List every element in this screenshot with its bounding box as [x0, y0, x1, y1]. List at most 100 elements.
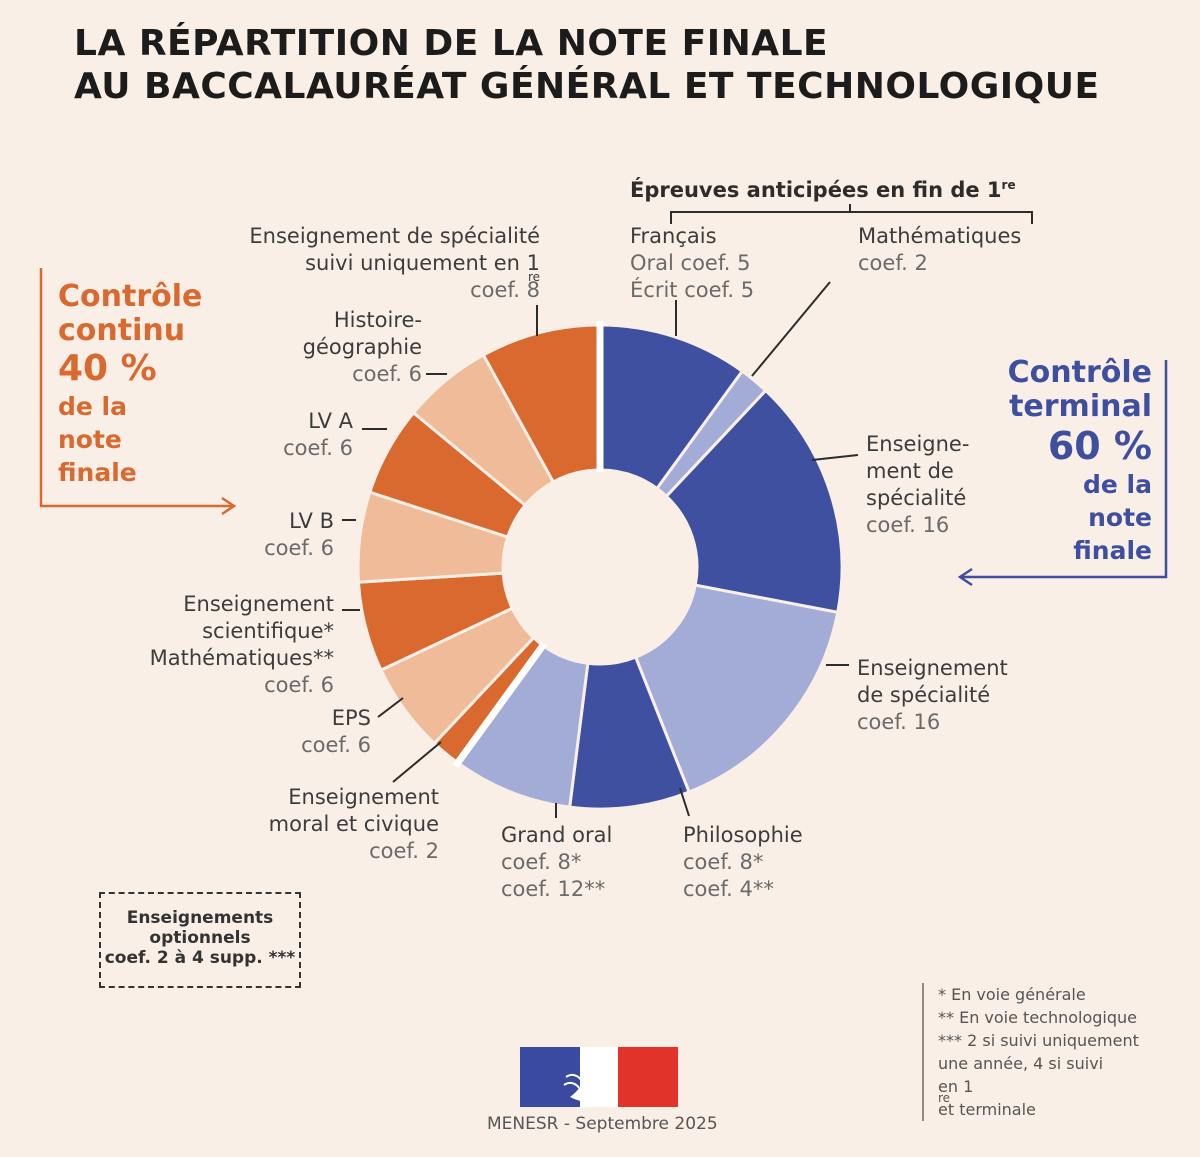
- cc-line1: Contrôle: [58, 279, 203, 314]
- label-coef: coef. 16: [866, 513, 950, 537]
- label-lv-b: LV B coef. 6: [264, 508, 334, 562]
- label-line: scientifique*: [202, 619, 334, 643]
- label-coef: coef. 2: [369, 839, 439, 863]
- label-coef: coef. 4**: [683, 877, 774, 901]
- anticipated-heading-text: Épreuves anticipées en fin de 1: [630, 178, 1002, 202]
- leader-spe1: [811, 454, 859, 461]
- label-eps: EPS coef. 6: [301, 705, 371, 759]
- ct-line1: Contrôle: [1007, 355, 1152, 390]
- anticipated-bracket: [670, 204, 1033, 224]
- leader-maths: [751, 281, 831, 377]
- leader-lines: [342, 204, 1033, 818]
- page-title: LA RÉPARTITION DE LA NOTE FINALE AU BACC…: [74, 22, 1100, 108]
- label-line: Histoire-: [333, 308, 422, 332]
- footnote: *** 2 si suivi uniquement: [938, 1031, 1139, 1050]
- label-coef: coef. 6: [301, 733, 371, 757]
- title-line-2: AU BACCALAURÉAT GÉNÉRAL ET TECHNOLOGIQUE: [74, 66, 1100, 107]
- cc-line3: de la: [58, 392, 127, 421]
- label-specialite-terminale-2: Enseignement de spécialité coef. 16: [857, 655, 1008, 736]
- label-emc: Enseignement moral et civique coef. 2: [269, 784, 439, 865]
- republique-francaise-logo: [520, 1047, 678, 1107]
- label-coef: coef. 6: [264, 673, 334, 697]
- label-name: LV A: [308, 409, 353, 433]
- footnote: ** En voie technologique: [938, 1008, 1138, 1027]
- footnote: en 1 re et terminale: [938, 1075, 1139, 1121]
- label-coef: coef. 2: [858, 251, 928, 275]
- label-line: Enseignement: [857, 656, 1008, 680]
- label-line: moral et civique: [268, 812, 439, 836]
- label-line: suivi uniquement en 1 re: [249, 250, 540, 283]
- cc-line2: continu: [58, 313, 186, 348]
- sup-re: re: [1001, 178, 1016, 192]
- label-name: Mathématiques: [858, 224, 1022, 248]
- label-specialite-1re: Enseignement de spécialité suivi uniquem…: [249, 223, 540, 304]
- label-francais: Français Oral coef. 5 Écrit coef. 5: [630, 223, 754, 304]
- ct-line2: terminal: [1009, 389, 1152, 424]
- flag-red-band: [618, 1047, 678, 1107]
- label-name: LV B: [289, 509, 334, 533]
- label-name: Grand oral: [501, 823, 613, 847]
- ct-line5: finale: [1073, 536, 1152, 565]
- footnote-text: et terminale: [938, 1100, 1036, 1119]
- label-coef: coef. 6: [264, 536, 334, 560]
- cc-line5: finale: [58, 458, 137, 487]
- label-line: ment de: [866, 459, 954, 483]
- label-coef: coef. 12**: [501, 877, 606, 901]
- controle-continu-callout: Contrôle continu 40 % de la note finale: [58, 280, 202, 489]
- footnote: une année, 4 si suivi: [938, 1054, 1104, 1073]
- cc-line4: note: [58, 425, 122, 454]
- label-line: Enseignement: [183, 592, 334, 616]
- label-line: Enseignement: [288, 785, 439, 809]
- label-histoire-geographie: Histoire- géographie coef. 6: [303, 307, 422, 388]
- arrow-controle-continu: [39, 268, 237, 516]
- label-coef: coef. 8*: [501, 850, 582, 874]
- anticipated-tests-heading: Épreuves anticipées en fin de 1re: [630, 178, 1016, 202]
- label-line: Enseigne-: [866, 432, 970, 456]
- leader-emc: [392, 741, 442, 783]
- title-line-1: LA RÉPARTITION DE LA NOTE FINALE: [74, 23, 829, 64]
- label-name: Philosophie: [683, 823, 803, 847]
- label-coef: coef. 8: [470, 278, 540, 302]
- ct-line3: de la: [1083, 470, 1152, 499]
- donut-slices: [356, 321, 844, 811]
- label-grand-oral: Grand oral coef. 8* coef. 12**: [501, 822, 612, 903]
- label-name: Français: [630, 224, 717, 248]
- label-maths-anticipated: Mathématiques coef. 2: [858, 223, 1021, 277]
- footnote: * En voie générale: [938, 985, 1086, 1004]
- footnote-text: en 1: [938, 1077, 974, 1096]
- marianne-silhouette: [570, 1051, 614, 1103]
- optional-courses-box: Enseignements optionnels coef. 2 à 4 sup…: [99, 892, 301, 988]
- label-line: spécialité: [866, 486, 967, 510]
- label-philosophie: Philosophie coef. 8* coef. 4**: [683, 822, 803, 903]
- credit: MENESR - Septembre 2025: [487, 1114, 718, 1134]
- label-line: Enseignement de spécialité: [249, 224, 540, 248]
- ct-percent: 60 %: [1047, 424, 1152, 468]
- label-coef: Écrit coef. 5: [630, 278, 755, 302]
- marianne-hair: [563, 1073, 583, 1090]
- donut-slice-3: [664, 388, 844, 615]
- ct-line4: note: [1088, 503, 1152, 532]
- flag-blue-band: [520, 1047, 580, 1107]
- label-coef: coef. 16: [857, 710, 941, 734]
- label-coef: Oral coef. 5: [630, 251, 751, 275]
- label-lv-a: LV A coef. 6: [283, 408, 353, 462]
- label-coef: coef. 6: [283, 436, 353, 460]
- donut-slice-4: [633, 583, 840, 794]
- optional-line: Enseignements: [126, 908, 274, 928]
- optional-line: optionnels: [149, 928, 251, 948]
- cc-percent: 40 %: [58, 348, 157, 389]
- label-line: Mathématiques**: [149, 646, 334, 670]
- label-enseignement-scientifique: Enseignement scientifique* Mathématiques…: [150, 591, 334, 699]
- label-coef: coef. 8*: [683, 850, 764, 874]
- label-specialite-terminale-1: Enseigne- ment de spécialité coef. 16: [866, 431, 969, 539]
- optional-line: coef. 2 à 4 supp. ***: [104, 948, 296, 968]
- label-coef: coef. 6: [352, 362, 422, 386]
- label-line: géographie: [302, 335, 422, 359]
- label-name: EPS: [331, 706, 371, 730]
- arrow-controle-terminal: [957, 360, 1168, 587]
- label-line: de spécialité: [857, 683, 991, 707]
- leader-eps: [377, 697, 404, 718]
- controle-terminal-callout: Contrôle terminal 60 % de la note finale: [1008, 356, 1152, 567]
- footnotes: * En voie générale ** En voie technologi…: [922, 983, 1139, 1121]
- label-line-text: suivi uniquement en 1: [305, 251, 540, 275]
